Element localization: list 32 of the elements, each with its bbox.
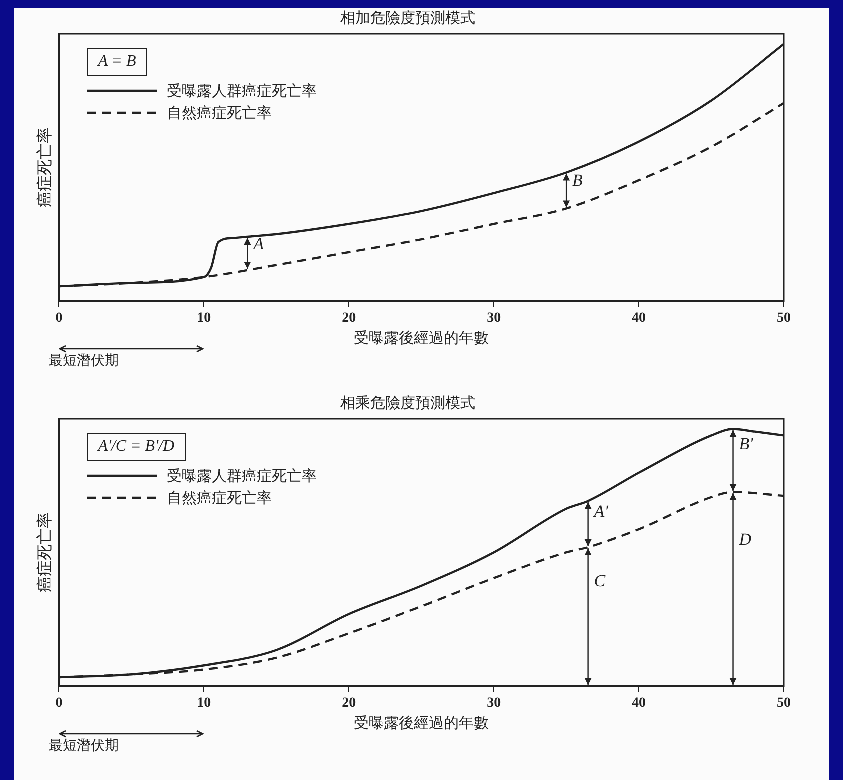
x-tick-label: 40: [632, 311, 646, 326]
x-tick-label: 0: [56, 311, 63, 326]
annotation: D: [738, 530, 752, 550]
legend-label: 自然癌症死亡率: [167, 103, 272, 124]
text: 最短潛伏期: [49, 737, 120, 755]
x-tick-label: 30: [487, 311, 502, 326]
x-tick-label: 40: [632, 696, 646, 712]
annotation: A: [252, 234, 265, 254]
x-tick-label: 20: [342, 696, 356, 712]
legend-label: 受曝露人群癌症死亡率: [167, 466, 318, 487]
annotation: B: [572, 171, 584, 190]
x-tick-label: 0: [56, 696, 63, 712]
annotation: B': [739, 434, 754, 454]
legend-label: 受曝露人群癌症死亡率: [167, 81, 318, 102]
x-tick-label: 20: [342, 311, 356, 326]
annotation: C: [594, 572, 606, 591]
text: 最短潛伏期: [49, 352, 120, 370]
y-axis-title: 癌症死亡率: [36, 512, 54, 593]
annotation: A = B: [87, 48, 148, 76]
chart-title: 相乘危險度預測模式: [340, 394, 476, 412]
x-tick-label: 50: [777, 311, 791, 326]
x-axis-title: 受曝露後經過的年數: [354, 330, 490, 348]
chart-title: 相加危險度預測模式: [340, 8, 476, 27]
legend-label: 自然癌症死亡率: [167, 488, 272, 509]
x-tick-label: 50: [777, 696, 791, 712]
x-tick-label: 30: [487, 696, 502, 712]
annotation: A'/C = B'/D: [87, 433, 186, 461]
x-axis-title: 受曝露後經過的年數: [354, 715, 490, 732]
y-axis-title: 癌症死亡率: [36, 128, 54, 208]
annotation: A': [593, 502, 609, 522]
x-tick-label: 10: [197, 696, 212, 712]
x-tick-label: 10: [197, 311, 212, 326]
